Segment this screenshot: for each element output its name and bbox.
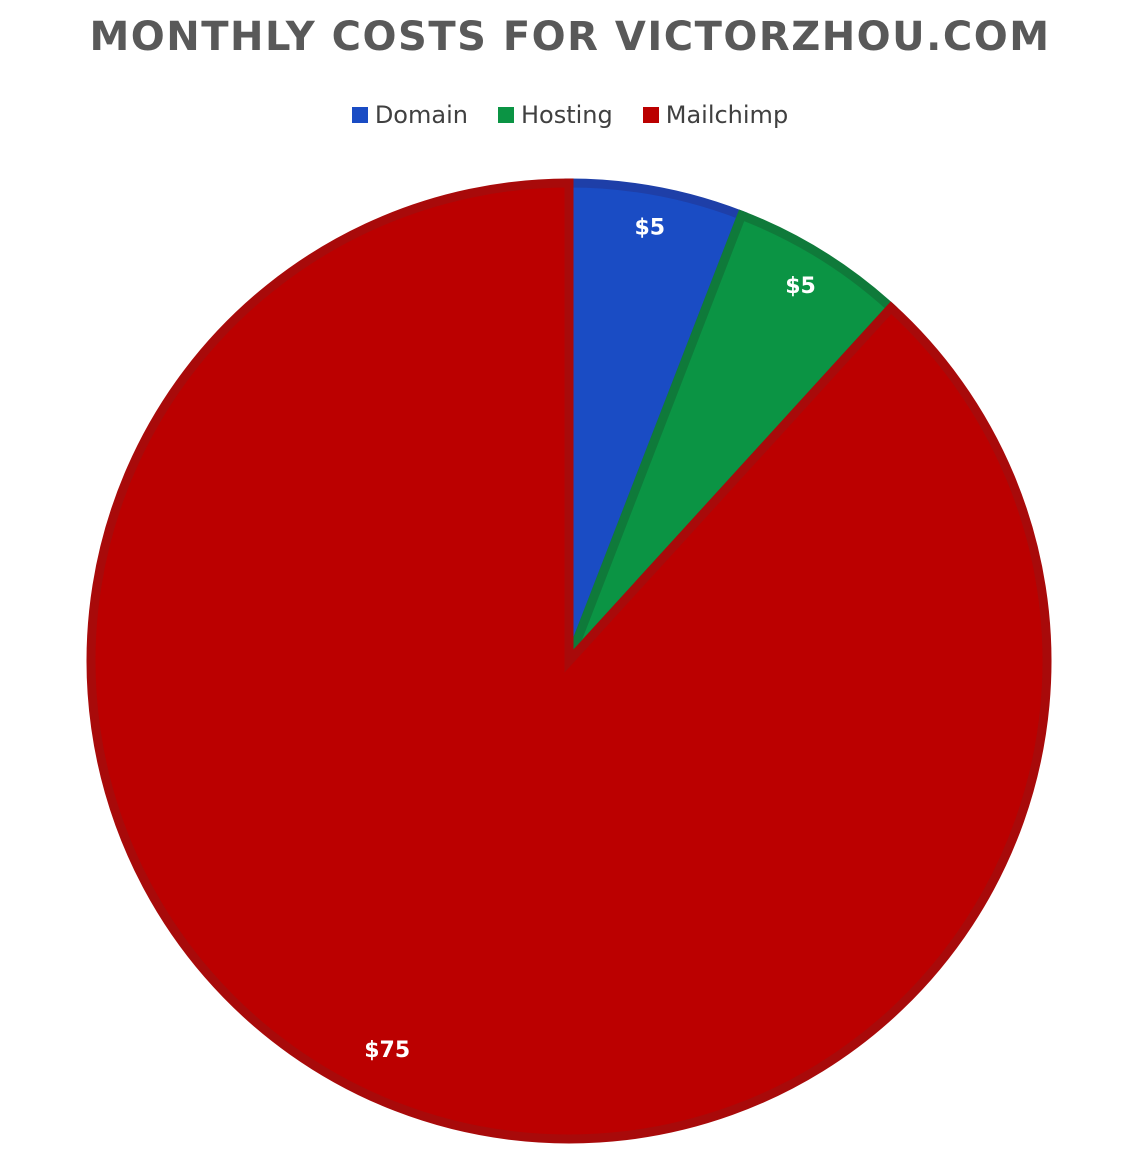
legend-item-mailchimp: Mailchimp [642, 101, 789, 129]
legend-item-hosting: Hosting [497, 101, 613, 129]
legend-swatch-domain [351, 107, 368, 123]
pie-slice-mailchimp [86, 178, 1052, 1144]
chart-title: MONTHLY COSTS FOR VICTORZHOU.COM [89, 14, 1051, 60]
legend-label-hosting: Hosting [520, 101, 613, 129]
data-label-hosting: $5 [785, 274, 816, 299]
legend-item-domain: Domain [351, 101, 468, 129]
pie-slice-hosting [564, 209, 898, 665]
legend-swatch-hosting [497, 107, 514, 123]
legend: Domain Hosting Mailchimp [0, 101, 1140, 129]
data-label-mailchimp: $75 [364, 1038, 410, 1063]
data-label-domain: $5 [634, 216, 665, 241]
legend-swatch-mailchimp [642, 107, 659, 123]
legend-label-mailchimp: Mailchimp [665, 101, 789, 129]
legend-label-domain: Domain [374, 101, 468, 129]
